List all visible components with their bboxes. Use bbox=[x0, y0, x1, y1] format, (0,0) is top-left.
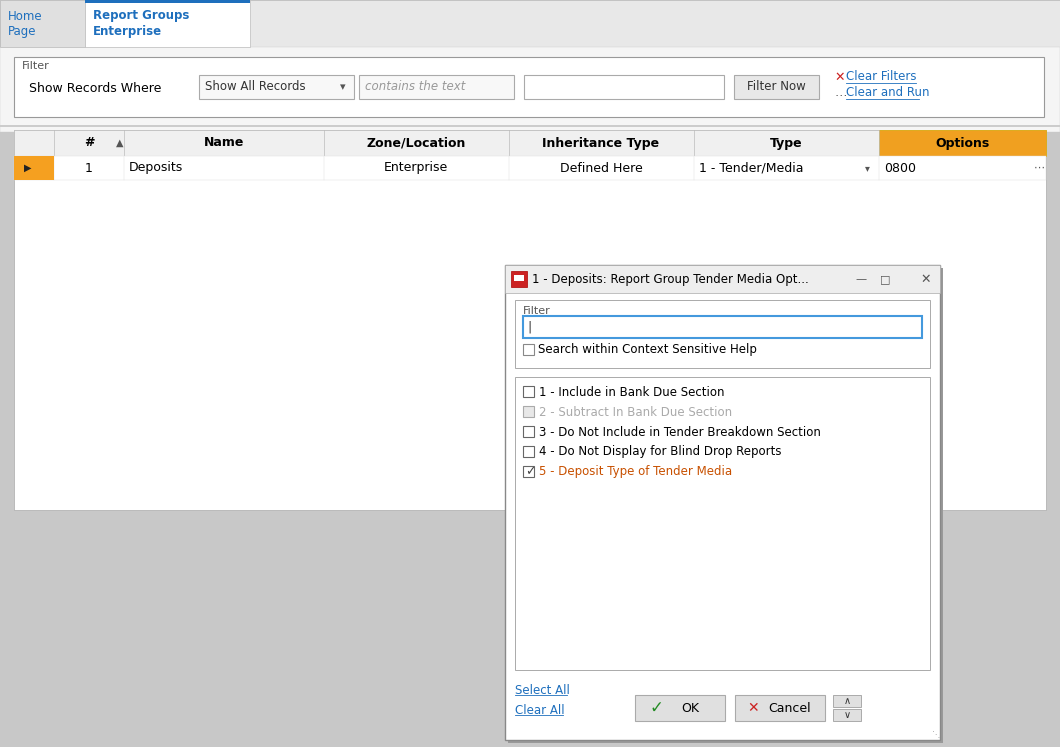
Bar bbox=[523, 426, 534, 437]
Text: Search within Context Sensitive Help: Search within Context Sensitive Help bbox=[538, 343, 757, 356]
Text: Filter Now: Filter Now bbox=[746, 81, 806, 93]
Text: Type: Type bbox=[770, 137, 802, 149]
Text: Options: Options bbox=[935, 137, 989, 149]
Text: ✕: ✕ bbox=[834, 70, 845, 84]
Text: ∧: ∧ bbox=[844, 696, 850, 706]
Bar bbox=[505, 265, 940, 293]
Text: Enterprise: Enterprise bbox=[93, 25, 162, 37]
Text: 1: 1 bbox=[85, 161, 93, 175]
Bar bbox=[514, 275, 524, 281]
Text: ▾: ▾ bbox=[340, 82, 346, 92]
Text: Report Groups: Report Groups bbox=[93, 10, 190, 22]
Text: Show All Records: Show All Records bbox=[205, 81, 305, 93]
Text: 2 - Subtract In Bank Due Section: 2 - Subtract In Bank Due Section bbox=[538, 406, 732, 418]
Text: Deposits: Deposits bbox=[129, 161, 183, 175]
Bar bbox=[85, 0, 250, 47]
Text: 1 - Tender/Media: 1 - Tender/Media bbox=[699, 161, 803, 175]
Text: #: # bbox=[84, 137, 94, 149]
Text: Clear All: Clear All bbox=[515, 704, 565, 716]
Text: Enterprise: Enterprise bbox=[384, 161, 448, 175]
Bar bbox=[515, 377, 930, 670]
Text: Zone/Location: Zone/Location bbox=[367, 137, 465, 149]
Text: Name: Name bbox=[204, 137, 244, 149]
Text: |: | bbox=[527, 320, 531, 333]
Text: ▲: ▲ bbox=[116, 138, 124, 148]
Text: ∨: ∨ bbox=[844, 710, 850, 720]
Bar bbox=[0, 0, 85, 47]
Text: ✓: ✓ bbox=[525, 465, 535, 479]
Text: Filter: Filter bbox=[22, 61, 50, 71]
Bar bbox=[734, 75, 819, 99]
Bar bbox=[833, 709, 861, 721]
Bar bbox=[879, 130, 1046, 156]
Bar bbox=[14, 156, 1046, 180]
Bar bbox=[833, 695, 861, 707]
Text: Inheritance Type: Inheritance Type bbox=[543, 137, 659, 149]
Text: 3 - Do Not Include in Tender Breakdown Section: 3 - Do Not Include in Tender Breakdown S… bbox=[538, 426, 820, 438]
Bar bbox=[14, 156, 54, 180]
Bar bbox=[635, 695, 725, 721]
Text: ▶: ▶ bbox=[24, 163, 32, 173]
Bar bbox=[523, 406, 534, 417]
Bar bbox=[523, 466, 534, 477]
Text: …: … bbox=[834, 87, 847, 99]
Text: Page: Page bbox=[8, 25, 36, 37]
Bar bbox=[523, 316, 922, 338]
Bar bbox=[0, 125, 1060, 127]
Bar bbox=[0, 47, 1060, 57]
Bar bbox=[14, 130, 1046, 156]
Text: ⋱: ⋱ bbox=[932, 731, 940, 740]
Text: Show Records Where: Show Records Where bbox=[29, 82, 161, 96]
Bar bbox=[508, 268, 943, 743]
Bar bbox=[735, 695, 825, 721]
Bar bbox=[359, 75, 514, 99]
Bar bbox=[515, 300, 930, 368]
Text: ✓: ✓ bbox=[650, 699, 664, 717]
Bar bbox=[523, 446, 534, 457]
Bar bbox=[0, 0, 1060, 47]
Text: 1 - Include in Bank Due Section: 1 - Include in Bank Due Section bbox=[538, 385, 724, 398]
Text: 1 - Deposits: Report Group Tender Media Opt...: 1 - Deposits: Report Group Tender Media … bbox=[532, 273, 809, 285]
Bar bbox=[511, 271, 527, 287]
Bar bbox=[524, 75, 724, 99]
Text: Filter: Filter bbox=[523, 306, 551, 316]
Text: ✕: ✕ bbox=[920, 273, 931, 285]
Text: □: □ bbox=[880, 274, 890, 284]
Bar bbox=[523, 344, 534, 355]
Text: OK: OK bbox=[681, 701, 699, 714]
Text: 5 - Deposit Type of Tender Media: 5 - Deposit Type of Tender Media bbox=[538, 465, 732, 479]
Text: 4 - Do Not Display for Blind Drop Reports: 4 - Do Not Display for Blind Drop Report… bbox=[538, 445, 781, 459]
Bar bbox=[14, 130, 1046, 510]
Text: Clear and Run: Clear and Run bbox=[846, 87, 930, 99]
Bar bbox=[199, 75, 354, 99]
Text: contains the text: contains the text bbox=[365, 81, 465, 93]
Text: ✕: ✕ bbox=[747, 701, 759, 715]
Bar bbox=[523, 386, 534, 397]
Bar bbox=[85, 0, 250, 3]
Text: Clear Filters: Clear Filters bbox=[846, 70, 917, 84]
Text: 0800: 0800 bbox=[884, 161, 916, 175]
Text: Select All: Select All bbox=[515, 684, 570, 696]
Bar bbox=[14, 57, 1044, 117]
Text: ▾: ▾ bbox=[865, 163, 870, 173]
Text: ⋯: ⋯ bbox=[1034, 163, 1045, 173]
Text: Defined Here: Defined Here bbox=[560, 161, 642, 175]
Text: Home: Home bbox=[8, 10, 42, 22]
Text: Cancel: Cancel bbox=[768, 701, 811, 714]
Bar bbox=[0, 47, 1060, 132]
Bar bbox=[505, 265, 940, 740]
Text: —: — bbox=[855, 274, 866, 284]
